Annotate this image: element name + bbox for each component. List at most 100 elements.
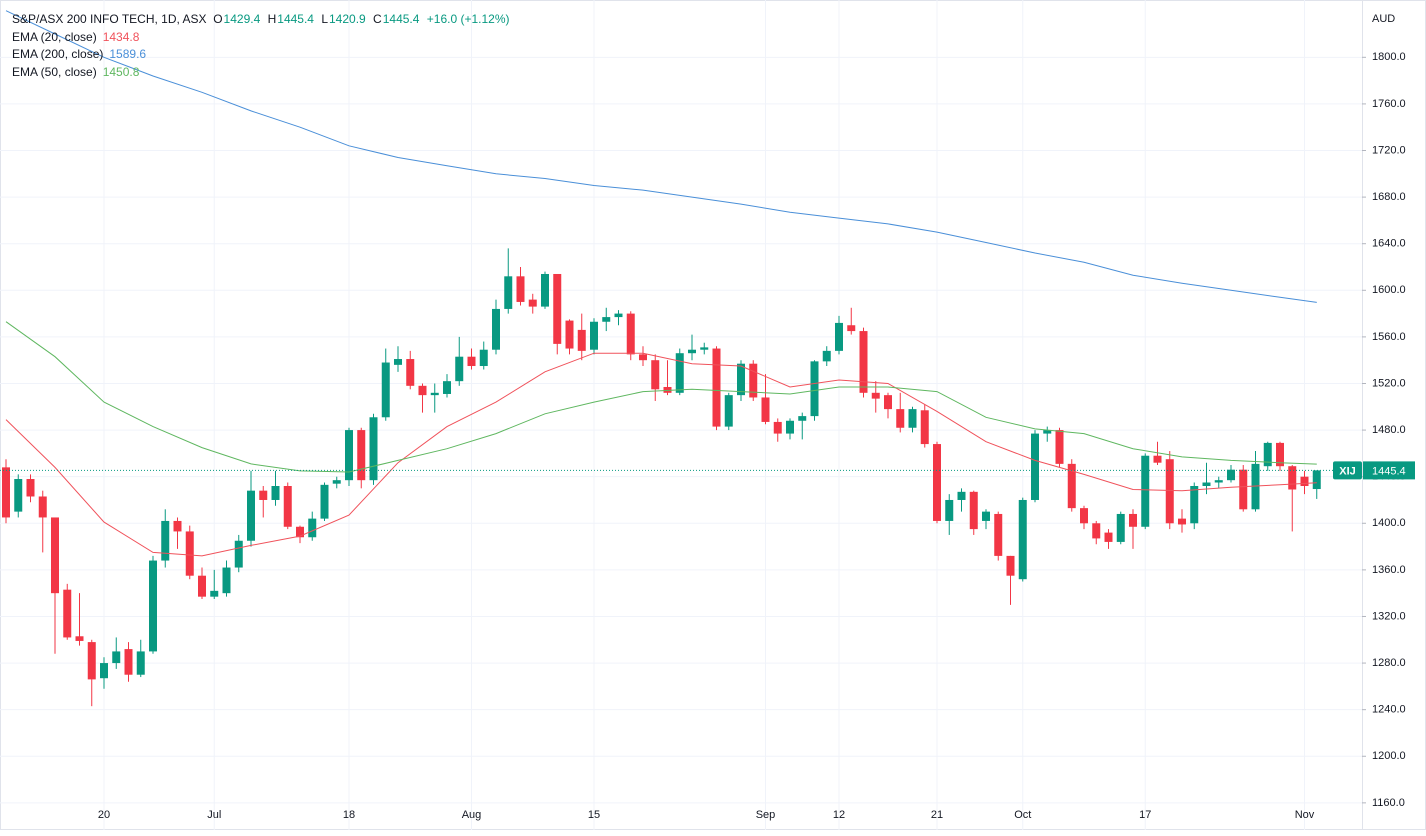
candle-body (761, 397, 770, 422)
y-tick-label: 1240.0 (1372, 704, 1406, 716)
ema-line (5, 10, 1317, 303)
indicator-value: 1434.8 (102, 29, 140, 44)
candle-body (124, 649, 133, 675)
candle-body (1067, 463, 1076, 509)
candle-body (749, 363, 758, 398)
candle-body (724, 395, 733, 427)
candle-body (1165, 459, 1174, 524)
candle-body (945, 499, 954, 521)
indicator-value: 1450.8 (102, 64, 140, 79)
candle-body (283, 486, 292, 527)
candle-body (308, 518, 317, 538)
y-tick-label: 1400.0 (1372, 517, 1406, 529)
candle-body (136, 651, 145, 675)
candle-body (1190, 486, 1199, 524)
indicator-row: EMA (200, close) 1589.6 (12, 46, 510, 64)
ohlc-letter: C (373, 12, 382, 26)
indicator-name: EMA (20, close) (12, 29, 97, 44)
candle-body (173, 520, 182, 532)
candle-body (492, 308, 500, 350)
candle-body (394, 359, 402, 365)
candle-body (161, 520, 170, 561)
candle-body (773, 421, 782, 434)
title: S&P/ASX 200 INFO TECH, 1D, ASX (12, 12, 207, 26)
candle-body (1031, 433, 1039, 500)
candle-body (602, 317, 611, 322)
indicator-value: 1589.6 (109, 47, 147, 61)
y-tick-label: 1640.0 (1372, 238, 1406, 250)
candle-body (112, 651, 121, 664)
candle-body (198, 575, 206, 597)
indicator-list: EMA (20, close) 1434.8 EMA (200, close) 158… (12, 29, 510, 82)
indicator-row: EMA (50, close) 1450.8 (12, 64, 510, 82)
candle-body (381, 362, 390, 418)
candle-body (259, 490, 268, 500)
y-tick-label: 1200.0 (1372, 750, 1406, 762)
candle-body (222, 567, 231, 594)
x-tick-label: 12 (833, 809, 845, 821)
x-tick-label: 21 (931, 809, 943, 821)
candle-body (63, 589, 72, 638)
candle-body (565, 320, 574, 349)
candle-body (675, 353, 684, 393)
candle-body (1202, 482, 1211, 487)
ohlc-value: 1445.4 (382, 12, 420, 26)
candle-body (1263, 442, 1272, 467)
candle-body (896, 409, 905, 428)
ohlc-value: 1445.4 (277, 12, 314, 26)
candle-body (994, 513, 1003, 556)
candle-body (51, 517, 59, 594)
candle-body (553, 273, 562, 344)
candle-body (247, 490, 255, 541)
x-tick-label: Sep (756, 809, 776, 821)
candle-body (908, 409, 917, 428)
candle-body (920, 410, 929, 445)
candle-body (2, 467, 10, 518)
candle-body (1080, 508, 1088, 524)
x-tick-label: Jul (207, 809, 221, 821)
candle-body (884, 395, 892, 410)
indicator-name: EMA (200, close) (12, 47, 104, 61)
candle-body (982, 511, 990, 521)
legend: S&P/ASX 200 INFO TECH, 1D, ASX O1429.4 H… (12, 11, 510, 81)
indicator-name: EMA (50, close) (12, 64, 97, 79)
candle-body (957, 491, 966, 500)
candle-body (577, 329, 586, 351)
ema-line (5, 352, 1317, 557)
candle-body (1055, 430, 1064, 464)
candle-body (332, 480, 341, 484)
candle-body (467, 356, 476, 367)
candle-body (418, 385, 427, 396)
candle-body (798, 416, 807, 421)
candle-body (1214, 480, 1223, 483)
candle-body (1006, 555, 1015, 576)
x-tick-label: 20 (98, 809, 110, 821)
candle-body (871, 392, 880, 399)
currency-label: AUD (1372, 13, 1395, 25)
candle-body (87, 642, 96, 680)
candle-body (100, 663, 108, 679)
y-tick-label: 1360.0 (1372, 564, 1406, 576)
candle-body (810, 361, 819, 417)
candle-body (822, 350, 831, 362)
candle-body (271, 486, 280, 500)
candle-body (430, 392, 439, 396)
candle-body (479, 349, 488, 367)
candle-body (969, 491, 978, 530)
candle-body (1300, 476, 1309, 487)
candle-body (1276, 442, 1284, 467)
candle-body (1116, 513, 1125, 542)
grid (0, 0, 1362, 830)
candle-body (1153, 455, 1162, 463)
candle-body (516, 276, 525, 302)
candle-body (626, 313, 635, 355)
candle-body (320, 484, 329, 519)
candle-body (14, 479, 23, 512)
candle-body (1288, 466, 1297, 490)
candle-body (847, 325, 856, 332)
candle-body (712, 348, 721, 427)
x-tick-label: 18 (343, 809, 355, 821)
change: +16.0 (+1.12%) (426, 12, 510, 26)
candle-body (1239, 469, 1248, 510)
last-price-badge (1363, 461, 1415, 480)
